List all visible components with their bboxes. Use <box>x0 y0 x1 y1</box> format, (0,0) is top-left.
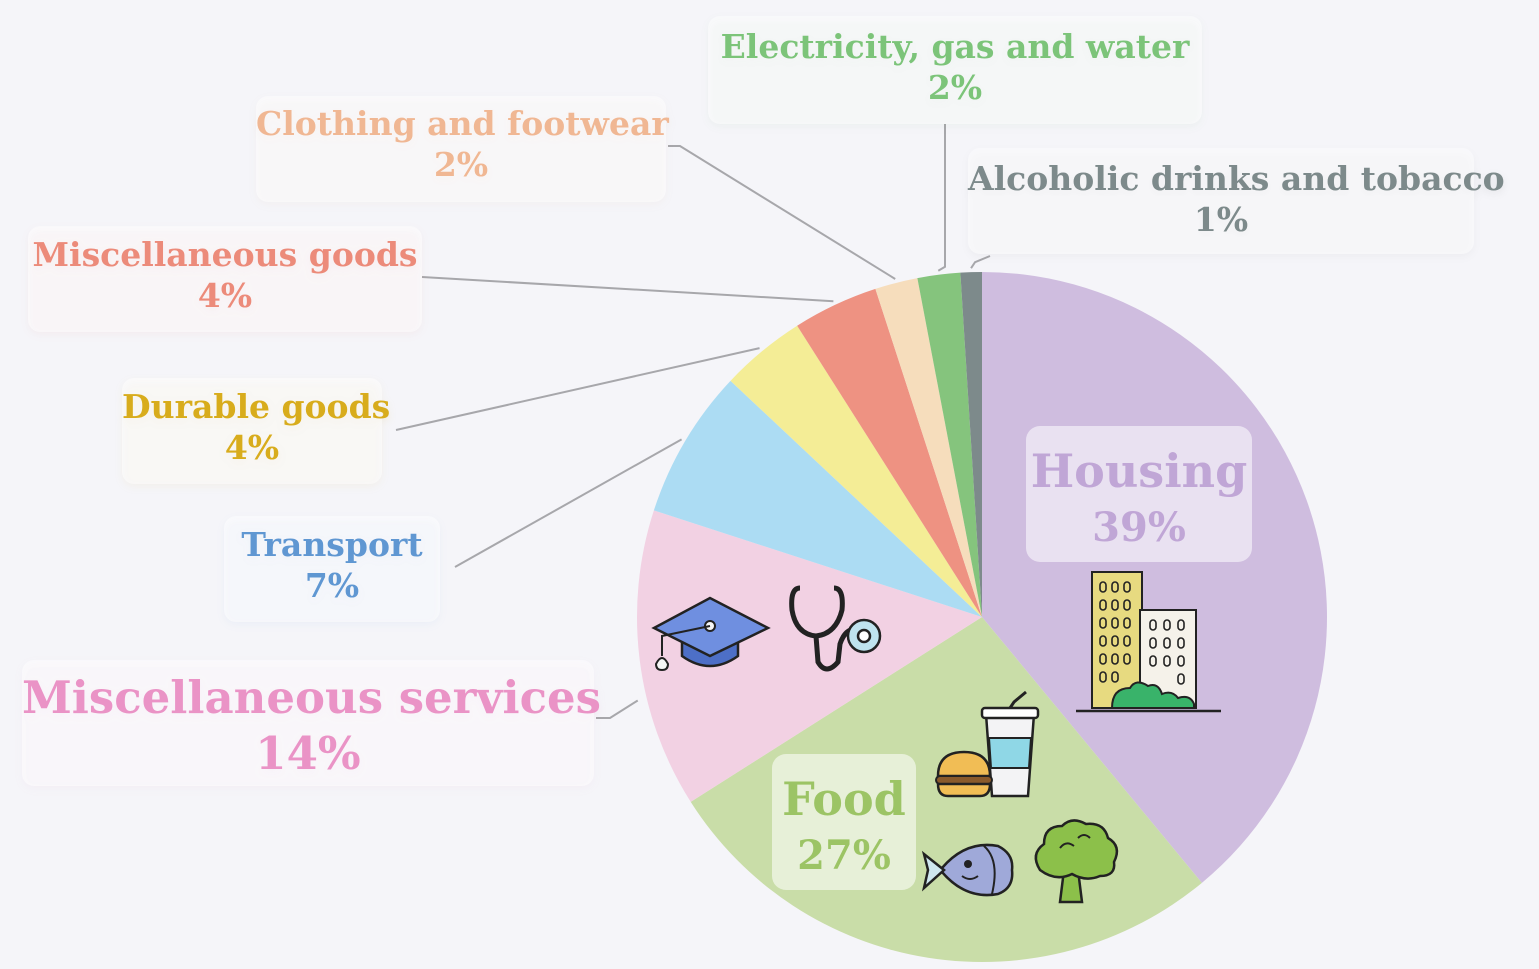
leader-line <box>596 699 639 719</box>
label-electricity: Electricity, gas and water 2% <box>708 16 1202 124</box>
leader-line <box>395 347 760 431</box>
pie-slice-clothing-and-footwear <box>875 278 982 617</box>
slice-label: Miscellaneous services <box>22 671 601 724</box>
leader-line <box>668 145 896 280</box>
pie-slice-alcoholic-drinks-and-tobacco <box>960 272 982 617</box>
pie-slice-housing <box>982 272 1327 883</box>
slice-label: Electricity, gas and water <box>720 27 1190 66</box>
label-housing: Housing 39% <box>1026 426 1252 562</box>
slice-percent: 7% <box>304 566 360 606</box>
leader-line <box>970 255 991 269</box>
leader-line <box>454 438 683 568</box>
fish-icon <box>921 843 1014 897</box>
label-alcoholic-drinks: Alcoholic drinks and tobacco 1% <box>968 148 1505 254</box>
slice-percent: 4% <box>224 428 280 468</box>
broccoli-icon <box>1034 819 1119 904</box>
pie-slice-miscellaneous-services <box>637 510 982 802</box>
graduation-cap-icon <box>651 596 771 672</box>
leader-line <box>421 276 834 303</box>
slice-percent: 2% <box>433 145 489 185</box>
label-misc-goods: Miscellaneous goods 4% <box>28 226 422 332</box>
slice-label: Housing <box>1030 444 1248 498</box>
slice-label: Miscellaneous goods <box>32 235 418 274</box>
slice-label: Durable goods <box>122 387 391 426</box>
label-misc-services: Miscellaneous services 14% <box>22 660 601 786</box>
slice-percent: 39% <box>1092 503 1186 551</box>
slice-percent: 1% <box>1193 200 1249 240</box>
slice-label: Clothing and footwear <box>256 104 669 143</box>
pie-slice-transport <box>653 380 982 617</box>
slice-percent: 4% <box>197 276 253 316</box>
label-transport: Transport 7% <box>224 516 440 622</box>
slice-percent: 2% <box>927 68 983 108</box>
slice-label: Transport <box>241 525 423 564</box>
slice-percent: 14% <box>255 727 361 781</box>
slice-label: Food <box>782 772 906 826</box>
pie-slice-durable-goods <box>730 325 982 617</box>
burger-drink-icon <box>935 690 1040 798</box>
slice-label: Alcoholic drinks and tobacco <box>968 159 1505 198</box>
leader-line <box>937 124 946 272</box>
pie-slice-electricity-gas-and-water <box>917 272 982 617</box>
slice-percent: 27% <box>797 831 891 879</box>
label-durable-goods: Durable goods 4% <box>122 378 391 484</box>
label-clothing: Clothing and footwear 2% <box>256 96 669 202</box>
stethoscope-icon <box>789 585 882 672</box>
label-food: Food 27% <box>772 754 916 890</box>
pie-slice-miscellaneous-goods <box>797 288 982 617</box>
buildings-icon <box>1076 571 1221 713</box>
